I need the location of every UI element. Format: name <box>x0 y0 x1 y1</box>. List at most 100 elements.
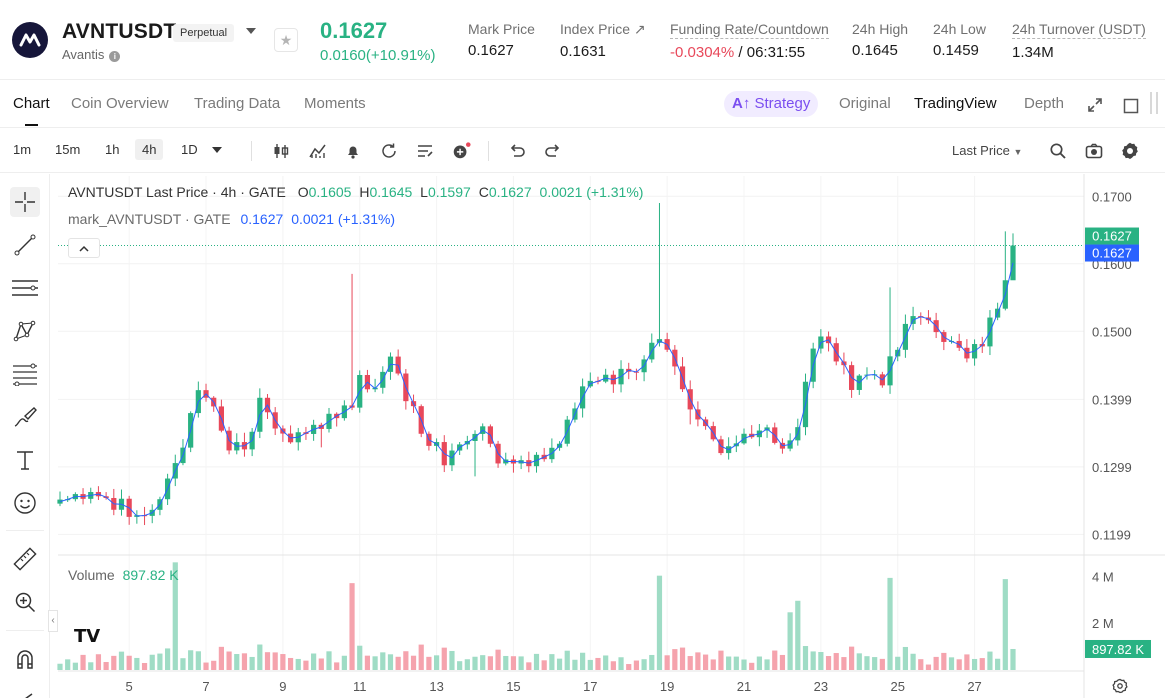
tab-chart[interactable]: Chart <box>13 95 50 126</box>
strategy-button[interactable]: A↑ Strategy <box>724 91 819 117</box>
volume-bar <box>618 657 624 670</box>
indicators-icon[interactable] <box>308 141 328 161</box>
info-icon[interactable]: i <box>109 51 121 62</box>
candle-body <box>410 401 417 407</box>
candle-body <box>925 317 932 321</box>
stat-index-price[interactable]: Index Price ↗ 0.1631 <box>560 21 646 60</box>
stat-funding-rate[interactable]: Funding Rate/Countdown -0.0304% / 06:31:… <box>670 21 829 61</box>
volume-bar <box>349 583 355 670</box>
candle-body <box>326 413 332 429</box>
magnet-icon[interactable] <box>10 644 40 674</box>
left-panel-collapse-arrow[interactable]: ‹ <box>48 610 58 632</box>
timeframe-1h[interactable]: 1h <box>105 142 120 157</box>
last-price: 0.1627 <box>320 18 388 43</box>
chart-settings-gear-icon[interactable] <box>1112 678 1128 694</box>
candle-body <box>749 433 755 438</box>
trend-line-tool-icon[interactable] <box>10 230 40 260</box>
candle-body <box>933 320 939 333</box>
candle-body <box>364 374 371 390</box>
tab-original[interactable]: Original <box>839 95 891 112</box>
volume-bar <box>918 659 924 670</box>
candle-type-icon[interactable] <box>271 141 291 161</box>
candle-body <box>287 433 294 443</box>
volume-bar <box>864 656 870 670</box>
collapse-legend-button[interactable] <box>68 238 100 258</box>
volume-bar <box>787 612 793 670</box>
brush-tool-icon[interactable] <box>10 402 40 432</box>
volume-bar <box>825 656 832 670</box>
volume-bar <box>303 660 309 670</box>
tab-depth[interactable]: Depth <box>1024 95 1065 112</box>
candle-body <box>787 440 793 449</box>
ruler-measure-icon[interactable] <box>10 544 40 574</box>
emoji-sticker-icon[interactable] <box>10 488 40 518</box>
candle-body <box>572 408 578 420</box>
tab-moments[interactable]: Moments <box>304 95 366 112</box>
horizontal-lines-tool-icon[interactable] <box>10 273 40 303</box>
templates-icon[interactable] <box>415 141 435 161</box>
time-axis-label: 7 <box>202 679 209 694</box>
candle-body <box>841 361 847 366</box>
gear-icon[interactable] <box>1120 141 1140 161</box>
stat-label: Mark Price <box>468 21 535 37</box>
symbol-name[interactable]: AVNTUSDT <box>62 20 177 43</box>
candle-body <box>387 356 394 372</box>
toolbar-divider <box>488 141 489 161</box>
search-icon[interactable] <box>1048 141 1068 161</box>
timeframe-4h[interactable]: 4h <box>135 139 164 160</box>
undo-icon[interactable] <box>507 141 527 161</box>
candle-body <box>395 356 401 374</box>
timeframe-chevron-down-icon[interactable] <box>212 147 222 153</box>
alert-bell-icon[interactable] <box>343 141 363 161</box>
volume-bar <box>941 652 947 670</box>
stat-label[interactable]: Funding Rate/Countdown <box>670 21 829 39</box>
candle-body <box>918 316 924 318</box>
volume-bar <box>541 660 547 670</box>
zoom-in-icon[interactable] <box>10 587 40 617</box>
symbol-dropdown-chevron-down-icon[interactable] <box>246 28 256 34</box>
replay-icon[interactable] <box>379 141 399 161</box>
favorite-star-icon[interactable]: ★ <box>274 28 298 52</box>
candle-body <box>441 442 447 466</box>
stat-label[interactable]: Index Price ↗ <box>560 21 646 37</box>
timeframe-15m[interactable]: 15m <box>55 142 81 157</box>
tradingview-logo[interactable]: TV <box>74 626 101 647</box>
crosshair-tool-icon[interactable] <box>10 187 40 217</box>
volume-bar <box>933 656 939 670</box>
volume-bar <box>956 659 962 670</box>
tab-tradingview[interactable]: TradingView <box>914 95 997 112</box>
volume-bar <box>649 654 655 670</box>
panel-resize-handle[interactable] <box>1150 92 1158 114</box>
candle-body <box>741 433 747 444</box>
add-plus-icon[interactable] <box>451 141 471 161</box>
timeframe-1m[interactable]: 1m <box>13 142 32 157</box>
camera-snapshot-icon[interactable] <box>1084 141 1104 161</box>
main-legend: AVNTUSDT Last Price · 4h · GATE O0.1605 … <box>68 184 643 200</box>
timeframe-1d[interactable]: 1D <box>181 142 198 157</box>
lock-drawing-icon[interactable] <box>10 684 40 698</box>
price-tags: 0.1627 0.1627 897.82 K <box>58 227 1151 658</box>
pattern-tool-icon[interactable] <box>10 316 40 346</box>
text-tool-icon[interactable] <box>10 445 40 475</box>
candle-body <box>564 419 570 444</box>
fullscreen-expand-icon[interactable] <box>1087 97 1103 113</box>
volume-bar <box>726 656 732 670</box>
price-type-select[interactable]: Last Price ▼ <box>952 143 1022 158</box>
redo-icon[interactable] <box>543 141 563 161</box>
candle-body <box>103 496 109 499</box>
window-maximize-icon[interactable] <box>1123 98 1139 114</box>
tab-coin-overview[interactable]: Coin Overview <box>71 95 169 112</box>
stat-value: 0.1645 <box>852 42 898 59</box>
candle-body <box>995 308 1001 318</box>
volume-bar <box>564 650 570 670</box>
fibonacci-tool-icon[interactable] <box>10 359 40 389</box>
stat-label: 24h Low <box>933 21 986 37</box>
candle-body <box>764 427 770 431</box>
candle-body <box>72 494 78 500</box>
tab-trading-data[interactable]: Trading Data <box>194 95 281 112</box>
candle-body <box>80 494 86 499</box>
legend-c-label: C <box>478 184 489 200</box>
candle-body <box>633 371 640 373</box>
candle-body <box>549 447 555 460</box>
candle-body <box>626 368 632 372</box>
